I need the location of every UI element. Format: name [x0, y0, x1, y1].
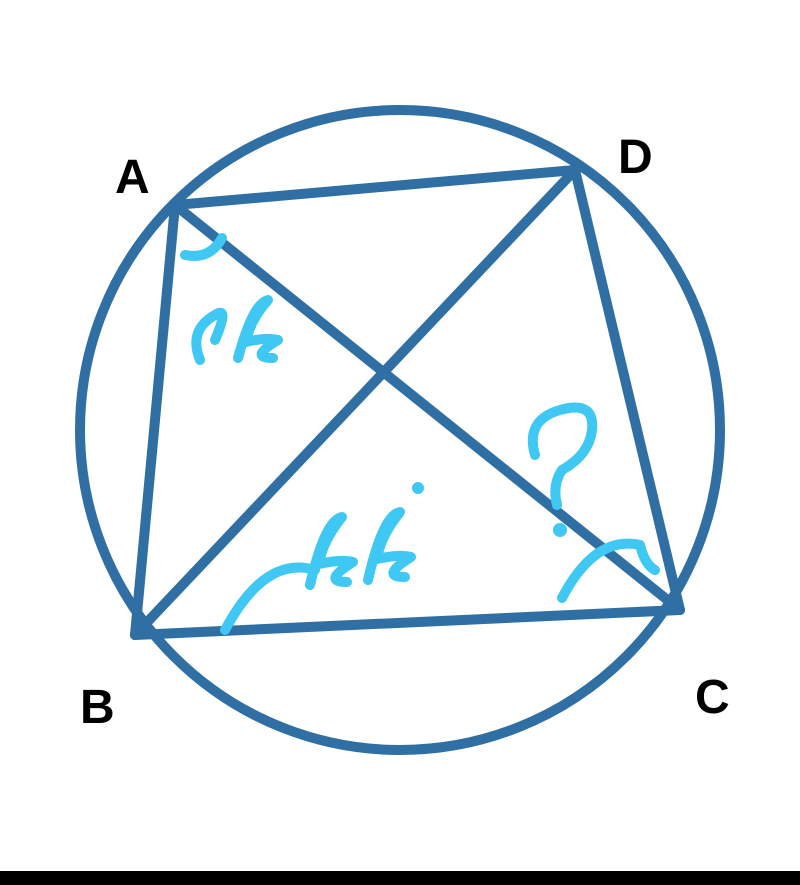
angle-dbc-arc-icon [225, 568, 315, 631]
vertex-label-d: D [618, 130, 653, 185]
edge-ba [135, 205, 175, 635]
degree-dot-55 [412, 482, 424, 494]
angle-dcb-arc-icon [562, 544, 655, 598]
bottom-black-bar [0, 871, 800, 885]
vertex-label-a: A [115, 150, 150, 205]
question-mark-icon [533, 408, 592, 506]
vertex-label-c: C [695, 670, 730, 725]
hand-text-45 [196, 300, 278, 360]
handwriting-layer [185, 238, 655, 630]
diagram-stage: A D B C [0, 0, 800, 885]
hand-text-55 [310, 512, 411, 585]
geometry-svg [0, 0, 800, 885]
edge-cb [135, 610, 680, 635]
edge-ad [175, 170, 575, 205]
angle-bac-arc-icon [185, 238, 222, 256]
vertex-label-b: B [80, 680, 115, 735]
question-mark-dot [553, 523, 567, 537]
